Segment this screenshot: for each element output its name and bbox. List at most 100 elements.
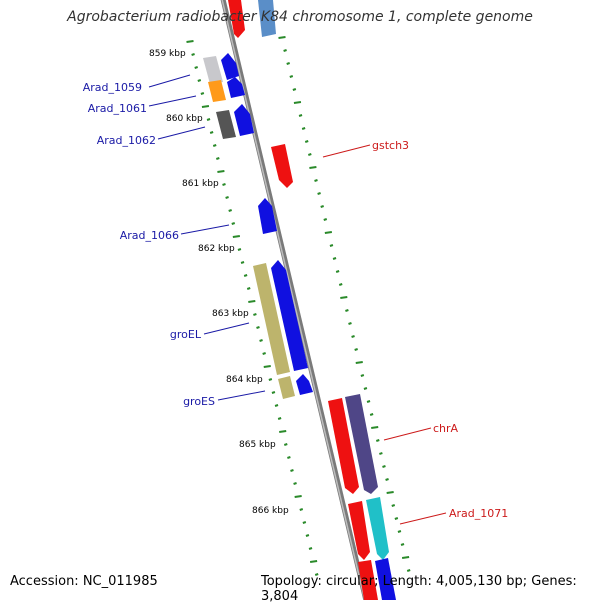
minor-tick: [314, 573, 319, 576]
gene-label[interactable]: chrA: [433, 422, 459, 435]
gene-feature[interactable]: [296, 374, 313, 395]
major-tick: [294, 495, 302, 498]
gene-feature[interactable]: [258, 198, 277, 234]
gene-label[interactable]: Arad_1071: [449, 507, 508, 520]
minor-tick: [283, 49, 287, 52]
major-tick: [278, 36, 286, 39]
minor-tick: [262, 352, 266, 355]
minor-tick: [394, 517, 399, 520]
gene-feature[interactable]: [253, 263, 290, 375]
minor-tick: [286, 62, 290, 65]
gene-feature[interactable]: [228, 0, 245, 38]
gene-label[interactable]: Arad_1059: [83, 81, 142, 94]
gene-label[interactable]: groES: [183, 395, 215, 408]
minor-tick: [305, 534, 310, 537]
map-title: Agrobacterium radiobacter K84 chromosome…: [67, 9, 533, 25]
major-tick: [324, 231, 332, 234]
gene-feature[interactable]: [271, 260, 308, 371]
tick-labels: 859 kbp 860 kbp 861 kbp 862 kbp 863 kbp …: [149, 49, 289, 516]
gene-feature[interactable]: [258, 0, 276, 37]
gene-label[interactable]: gstch3: [372, 139, 409, 152]
minor-tick: [292, 88, 297, 91]
minor-tick: [366, 400, 371, 403]
minor-tick: [289, 75, 294, 78]
gene-label[interactable]: Arad_1061: [88, 102, 147, 115]
minor-tick: [348, 322, 352, 325]
major-tick: [355, 361, 363, 364]
minor-tick: [277, 417, 282, 420]
gene-label[interactable]: groEL: [170, 328, 202, 341]
gene-label[interactable]: Arad_1066: [120, 229, 179, 242]
minor-tick: [351, 335, 355, 338]
tick-label: 861 kbp: [182, 179, 219, 189]
minor-tick: [354, 348, 358, 351]
minor-tick: [379, 452, 383, 455]
gene-feature[interactable]: [345, 394, 378, 494]
minor-tick: [237, 248, 242, 251]
minor-tick: [215, 157, 220, 160]
gene-feature[interactable]: [227, 77, 245, 98]
gene-feature[interactable]: [366, 497, 389, 560]
genome-backbone: [220, 0, 370, 604]
leader-line: [399, 512, 447, 525]
gene-feature[interactable]: [271, 144, 293, 188]
major-tick: [201, 105, 210, 108]
gene-feature[interactable]: [208, 80, 226, 102]
minor-tick: [240, 261, 245, 264]
leader-line: [383, 427, 432, 441]
minor-tick: [299, 508, 304, 511]
tick-label: 864 kbp: [226, 375, 263, 385]
minor-tick: [304, 140, 309, 143]
major-tick: [371, 426, 379, 429]
gene-feature[interactable]: [203, 56, 223, 84]
gene-feature[interactable]: [278, 376, 295, 399]
leader-line: [217, 390, 266, 401]
major-tick: [293, 101, 302, 104]
minor-tick: [369, 413, 374, 416]
minor-tick: [209, 131, 214, 134]
gene-feature[interactable]: [328, 398, 359, 494]
gene-feature[interactable]: [358, 560, 378, 600]
major-tick: [248, 300, 256, 303]
minor-tick: [400, 543, 405, 546]
minor-tick: [338, 283, 343, 286]
gene-feature[interactable]: [348, 501, 370, 560]
leader-line: [180, 224, 230, 235]
major-tick: [309, 560, 318, 563]
minor-tick: [212, 144, 217, 147]
minor-tick: [200, 92, 205, 95]
minor-tick: [335, 270, 340, 273]
minor-tick: [301, 127, 306, 130]
gene-feature[interactable]: [221, 53, 239, 80]
gene-feature[interactable]: [216, 110, 236, 139]
minor-tick: [397, 530, 402, 533]
tick-label: 865 kbp: [239, 440, 276, 450]
minor-tick: [246, 287, 251, 290]
minor-tick: [271, 391, 276, 394]
gene-feature[interactable]: [234, 104, 254, 136]
minor-tick: [314, 179, 318, 182]
minor-tick: [363, 387, 368, 390]
minor-tick: [360, 374, 365, 377]
tick-label: 862 kbp: [198, 244, 235, 254]
minor-tick: [274, 404, 279, 407]
tick-track-right: [278, 36, 411, 572]
major-tick: [217, 170, 225, 173]
minor-tick: [256, 326, 260, 329]
minor-tick: [298, 114, 303, 117]
minor-tick: [268, 378, 273, 381]
leader-line: [157, 126, 206, 140]
major-tick: [309, 166, 317, 169]
minor-tick: [385, 478, 389, 481]
minor-tick: [406, 569, 411, 572]
gene-feature[interactable]: [375, 558, 396, 600]
leader-lines: [148, 74, 447, 525]
major-tick: [386, 491, 394, 494]
minor-tick: [228, 209, 232, 212]
gene-label[interactable]: Arad_1062: [97, 134, 156, 147]
tick-label: 859 kbp: [149, 49, 186, 59]
leader-line: [203, 322, 250, 335]
minor-tick: [206, 118, 211, 121]
minor-tick: [287, 456, 291, 459]
